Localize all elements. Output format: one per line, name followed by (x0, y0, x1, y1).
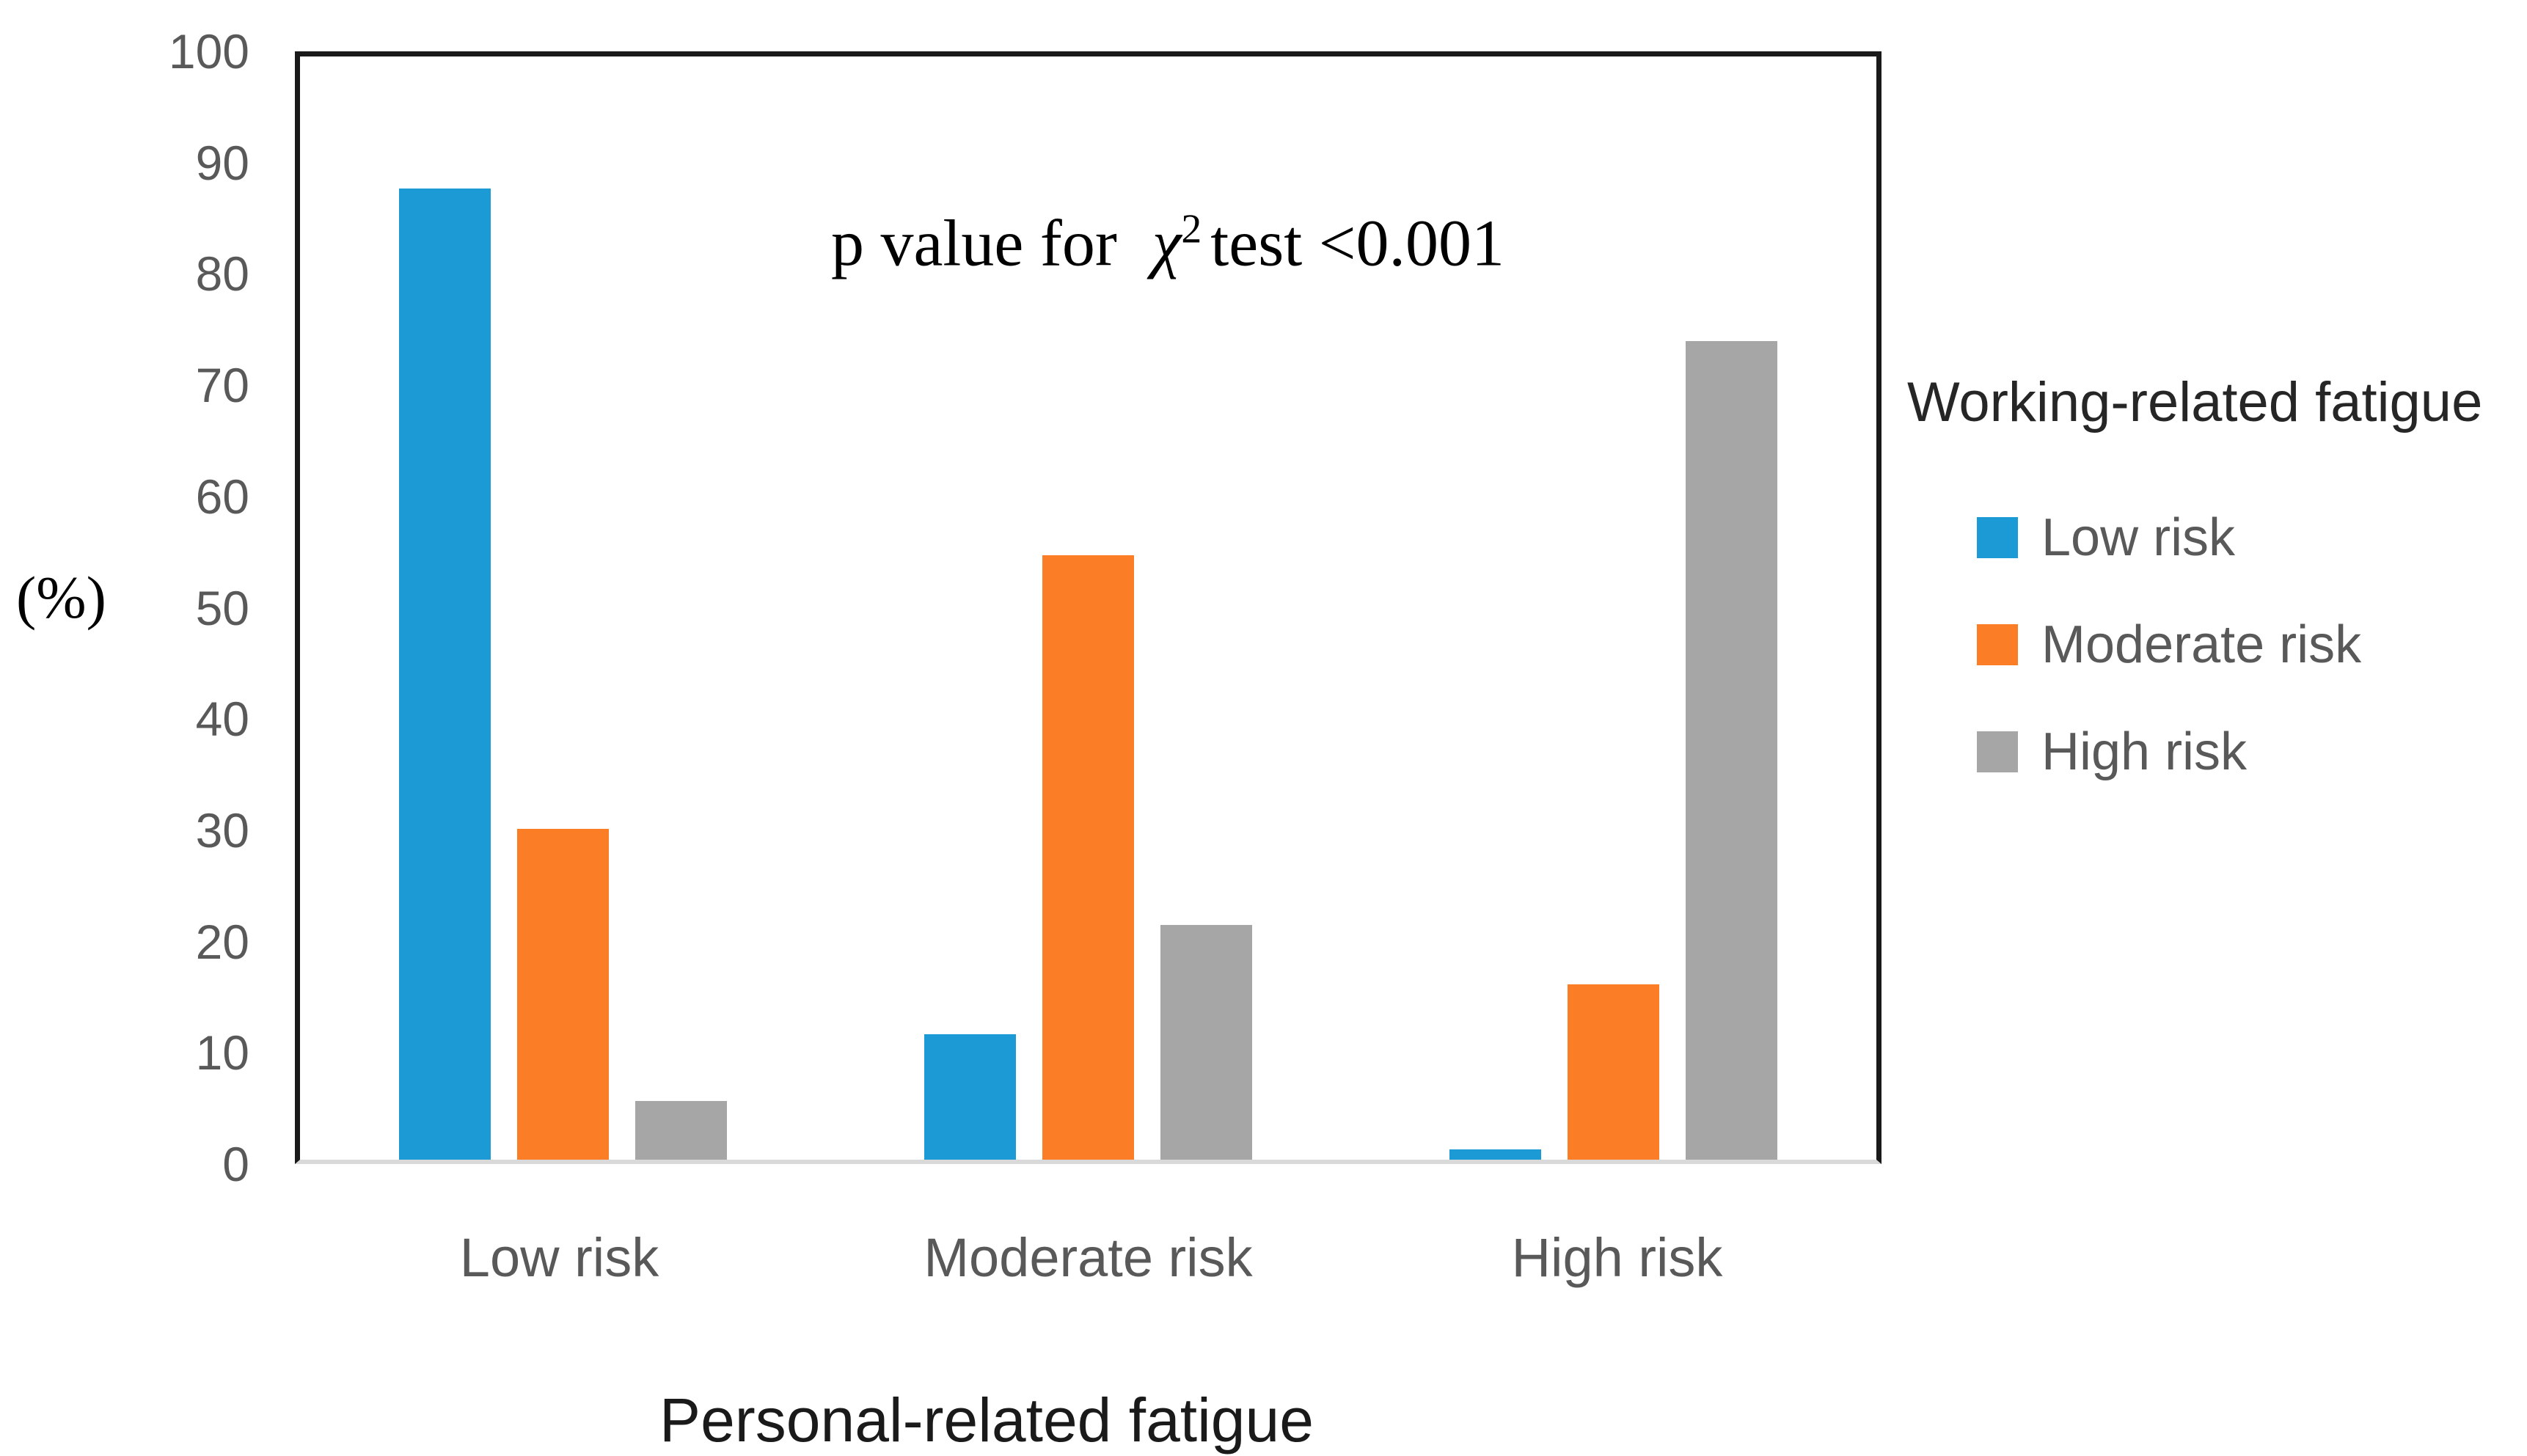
legend-label-high-risk: High risk (2041, 722, 2248, 781)
bar-group-high-risk (1351, 56, 1876, 1160)
y-axis-unit-label: (%) (16, 564, 106, 631)
y-tick-label-70: 70 (195, 358, 249, 413)
bar-low-risk-moderate-risk (516, 828, 609, 1160)
x-axis-title: Personal-related fatigue (659, 1386, 1314, 1455)
bars-container (300, 56, 1876, 1160)
legend-swatch-high-risk-icon (1977, 731, 2018, 772)
legend-swatch-low-risk-icon (1977, 517, 2018, 558)
y-tick-label-0: 0 (222, 1137, 249, 1191)
annotation-prefix: p value for (830, 207, 1117, 280)
legend-title: Working-related fatigue (1907, 371, 2483, 433)
bar-high-risk-high-risk (1686, 341, 1778, 1160)
plot-area: p value for χ2 test <0.001 (295, 51, 1881, 1164)
legend-item-low-risk: Low risk (1977, 508, 2527, 568)
legend-swatch-moderate-risk-icon (1977, 624, 2018, 665)
bar-low-risk-low-risk (398, 189, 491, 1160)
x-category-label-moderate-risk: Moderate risk (924, 1227, 1253, 1288)
y-tick-label-100: 100 (168, 24, 249, 78)
legend: Working-related fatigue Low risk Moderate… (1907, 370, 2527, 829)
p-value-annotation: p value for χ2 test <0.001 (831, 206, 1504, 282)
bar-high-risk-low-risk (1449, 1149, 1542, 1160)
bar-moderate-risk-moderate-risk (1042, 555, 1134, 1160)
bar-moderate-risk-high-risk (1160, 924, 1252, 1160)
chi-exponent: 2 (1181, 206, 1202, 252)
bar-high-risk-moderate-risk (1568, 984, 1660, 1160)
y-tick-label-50: 50 (195, 580, 249, 635)
y-axis-tick-labels: 0 10 20 30 40 50 60 70 80 90 100 (0, 27, 249, 1188)
bar-low-risk-high-risk (635, 1101, 727, 1160)
x-axis-category-labels: Low risk Moderate risk High risk (295, 1226, 1881, 1289)
legend-label-moderate-risk: Moderate risk (2041, 615, 2362, 674)
legend-label-low-risk: Low risk (2041, 508, 2236, 567)
bar-moderate-risk-low-risk (924, 1034, 1016, 1160)
legend-item-moderate-risk: Moderate risk (1977, 615, 2527, 675)
y-tick-label-20: 20 (195, 914, 249, 969)
legend-items: Low risk Moderate risk High risk (1907, 508, 2527, 782)
x-category-label-high-risk: High risk (1511, 1227, 1723, 1288)
y-tick-label-30: 30 (195, 802, 249, 857)
legend-item-high-risk: High risk (1977, 722, 2527, 782)
bar-group-low-risk (300, 56, 825, 1160)
y-tick-label-90: 90 (195, 135, 249, 190)
x-category-label-low-risk: Low risk (459, 1227, 659, 1288)
y-tick-label-80: 80 (195, 246, 249, 301)
chi-symbol: χ (1152, 207, 1182, 280)
y-tick-label-40: 40 (195, 692, 249, 747)
bar-group-moderate-risk (825, 56, 1350, 1160)
y-tick-label-10: 10 (195, 1025, 249, 1080)
y-tick-label-60: 60 (195, 469, 249, 524)
annotation-suffix: test <0.001 (1210, 207, 1505, 280)
